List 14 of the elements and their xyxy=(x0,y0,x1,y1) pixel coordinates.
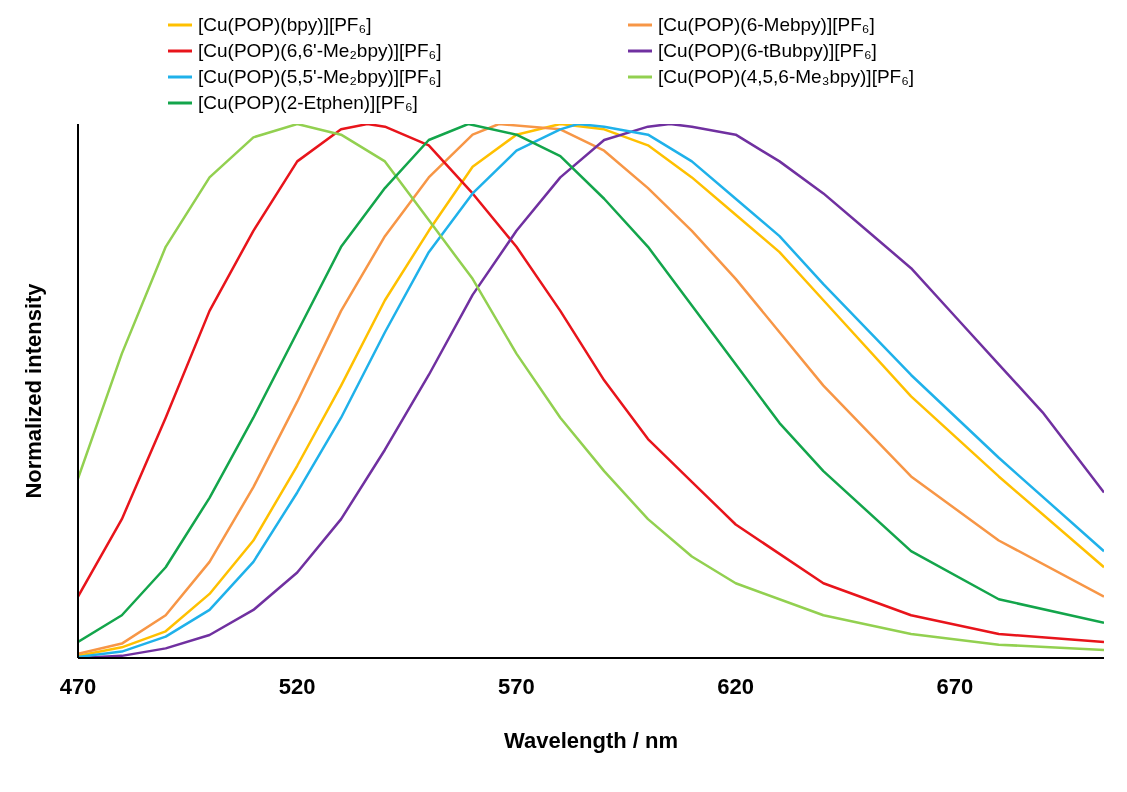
legend-label: [Cu(POP)(6-tBubpy)][PF₆] xyxy=(658,40,877,62)
x-tick-label: 520 xyxy=(278,673,316,699)
legend-label: [Cu(POP)(4,5,6-Me₃bpy)][PF₆] xyxy=(658,66,915,88)
legend-label: [Cu(POP)(2-Etphen)][PF₆] xyxy=(198,92,418,114)
legend-label: [Cu(POP)(6,6'-Me₂bpy)][PF₆] xyxy=(198,40,442,62)
x-tick-label: 620 xyxy=(717,673,755,699)
x-tick-label: 470 xyxy=(59,673,97,699)
legend-label: [Cu(POP)(bpy)][PF₆] xyxy=(198,14,372,36)
legend-label: [Cu(POP)(5,5'-Me₂bpy)][PF₆] xyxy=(198,66,442,88)
x-axis-title: Wavelength / nm xyxy=(504,728,678,753)
legend-label: [Cu(POP)(6-Mebpy)][PF₆] xyxy=(658,14,875,36)
x-tick-label: 570 xyxy=(498,673,535,699)
x-tick-label: 670 xyxy=(936,673,974,699)
y-axis-title: Normalized intensity xyxy=(20,282,46,499)
